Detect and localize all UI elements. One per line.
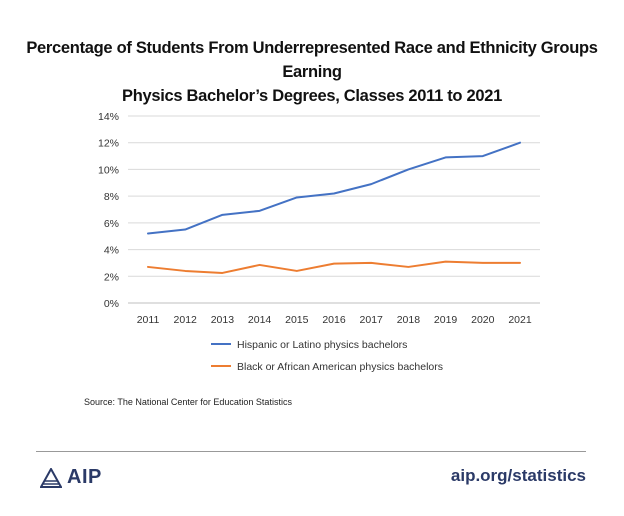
aip-logo: AIP — [40, 466, 102, 489]
site-url: aip.org/statistics — [450, 466, 586, 485]
chart-title-line-2: Physics Bachelor’s Degrees, Classes 2011… — [121, 87, 502, 105]
x-tick-label: 2019 — [434, 314, 458, 326]
series-line-1 — [147, 141, 521, 235]
chart-title: Percentage of Students From Underreprese… — [0, 36, 624, 108]
y-tick-label: 2% — [104, 271, 119, 283]
source-note: Source: The National Center for Educatio… — [84, 397, 292, 407]
legend-label-1: Hispanic or Latino physics bachelors — [237, 339, 407, 351]
y-tick-label: 14% — [98, 111, 119, 123]
y-tick-label: 8% — [104, 191, 119, 203]
x-tick-label: 2017 — [360, 314, 384, 326]
y-tick-label: 4% — [104, 245, 119, 257]
x-tick-label: 2013 — [211, 314, 235, 326]
chart-title-line-1: Percentage of Students From Underreprese… — [26, 39, 598, 81]
legend-label-2: Black or African American physics bachel… — [237, 361, 443, 373]
line-chart: 0% 2% 4% 6% 8% 10% 12% 14% 2011 2012 2013 2014 2015 2… — [98, 111, 540, 373]
x-tick-label: 2011 — [137, 314, 160, 326]
x-tick-label: 2018 — [397, 314, 421, 326]
y-tick-label: 10% — [98, 164, 119, 176]
footer-divider — [36, 451, 586, 452]
x-tick-label: 2020 — [471, 314, 495, 326]
y-tick-label: 0% — [104, 298, 119, 310]
x-tick-label: 2014 — [248, 314, 272, 326]
aip-logo-text: AIP — [67, 466, 102, 488]
x-tick-label: 2015 — [285, 314, 309, 326]
x-tick-label: 2016 — [322, 314, 346, 326]
y-tick-label: 6% — [104, 218, 119, 230]
x-tick-label: 2021 — [508, 314, 532, 326]
series-line-2 — [147, 260, 521, 274]
x-tick-label: 2012 — [174, 314, 198, 326]
y-tick-label: 12% — [98, 138, 119, 150]
aip-logo-icon — [40, 467, 62, 488]
